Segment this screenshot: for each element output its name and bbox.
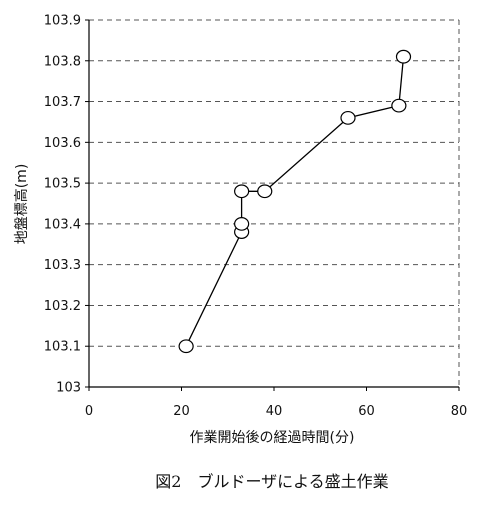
y-tick-label-103.9: 103.9 <box>44 14 81 29</box>
series-line-0 <box>185 56 405 347</box>
figure-caption: 図2 ブルドーザによる盛土作業 <box>155 472 388 491</box>
y-tick-label-103.5: 103.5 <box>44 177 81 192</box>
y-tick-labels: 103 103.1 103.2 103.3 103.4 103.5 103.6 103.7 10… <box>44 14 81 396</box>
data-point-0 <box>178 339 194 354</box>
x-tick-label-0: 0 <box>85 404 93 419</box>
y-tick-label-103.4: 103.4 <box>44 217 81 232</box>
y-tick-label-103.1: 103.1 <box>44 340 81 355</box>
y-tick-label-103.3: 103.3 <box>44 258 81 273</box>
y-tick-label-103.8: 103.8 <box>44 54 81 69</box>
y-tick-label-103: 103 <box>56 381 81 396</box>
x-tick-label-20: 20 <box>173 404 190 419</box>
x-tick-label-40: 40 <box>266 404 283 419</box>
x-tick-label-80: 80 <box>451 404 468 419</box>
data-point-5 <box>340 110 356 125</box>
data-point-3 <box>234 184 250 199</box>
data-point-4 <box>257 184 273 199</box>
data-point-6 <box>391 98 407 113</box>
x-axis-title: 作業開始後の経過時間(分) <box>190 430 355 446</box>
y-tick-label-103.7: 103.7 <box>44 95 81 110</box>
y-tick-label-103.2: 103.2 <box>44 299 81 314</box>
data-point-7 <box>395 49 412 64</box>
data-point-2 <box>234 216 250 231</box>
x-tick-labels: 0 20 40 60 80 <box>85 404 467 419</box>
y-axis-title: 地盤標高(m) <box>13 164 30 245</box>
data-series <box>178 49 412 354</box>
x-tick-label-60: 60 <box>358 404 375 419</box>
grid-lines <box>89 19 460 387</box>
y-tick-label-103.6: 103.6 <box>44 136 81 151</box>
axes <box>85 19 460 391</box>
